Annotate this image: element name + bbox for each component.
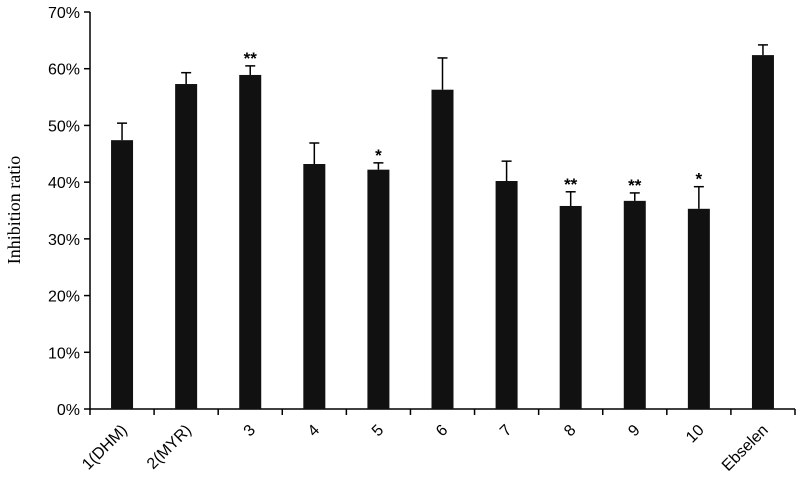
x-tick-label: 7: [497, 422, 515, 440]
significance-label: **: [628, 176, 642, 195]
bar: [559, 205, 582, 409]
bar: [175, 84, 198, 409]
y-axis-label: Inhibition ratio: [4, 156, 24, 264]
x-tick-label: 9: [625, 422, 643, 440]
y-tick-label: 50%: [48, 118, 80, 135]
y-tick-label: 70%: [48, 5, 80, 22]
x-tick-label: 10: [683, 422, 708, 447]
significance-label: *: [696, 170, 703, 189]
bar: [687, 208, 710, 409]
y-tick-label: 20%: [48, 289, 80, 306]
y-tick-label: 40%: [48, 175, 80, 192]
y-tick-label: 60%: [48, 62, 80, 79]
y-tick-label: 10%: [48, 345, 80, 362]
bar: [239, 74, 262, 410]
x-tick-label: 6: [433, 422, 451, 440]
x-tick-label: 1(DHM): [79, 422, 131, 474]
x-tick-label: 3: [241, 422, 259, 440]
bar: [495, 181, 518, 409]
bar: [431, 89, 454, 409]
significance-label: **: [564, 175, 578, 194]
bar: [751, 55, 774, 410]
x-tick-label: 2(MYR): [144, 422, 195, 473]
significance-label: *: [375, 146, 382, 165]
x-tick-label: Ebselen: [719, 422, 772, 475]
y-tick-label: 30%: [48, 232, 80, 249]
bar: [367, 169, 390, 409]
x-tick-label: 8: [561, 422, 579, 440]
x-tick-label: 5: [369, 422, 387, 440]
bar: [303, 163, 326, 409]
y-tick-label: 0%: [57, 402, 80, 419]
bar: [111, 140, 134, 409]
bar: [623, 200, 646, 409]
x-tick-label: 4: [305, 422, 323, 440]
significance-label: **: [244, 49, 258, 68]
